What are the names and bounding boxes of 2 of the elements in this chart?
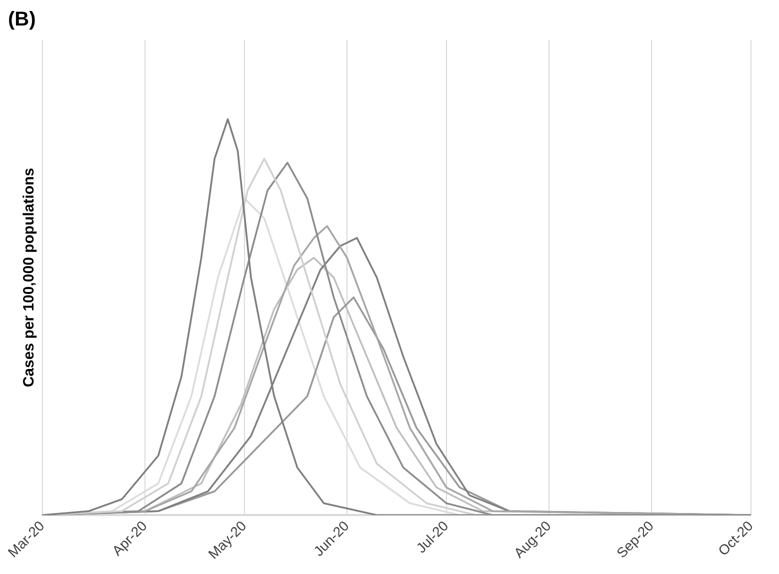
y-axis-title: Cases per 100,000 populations (20, 168, 38, 388)
chart-title: (B) (8, 8, 36, 31)
